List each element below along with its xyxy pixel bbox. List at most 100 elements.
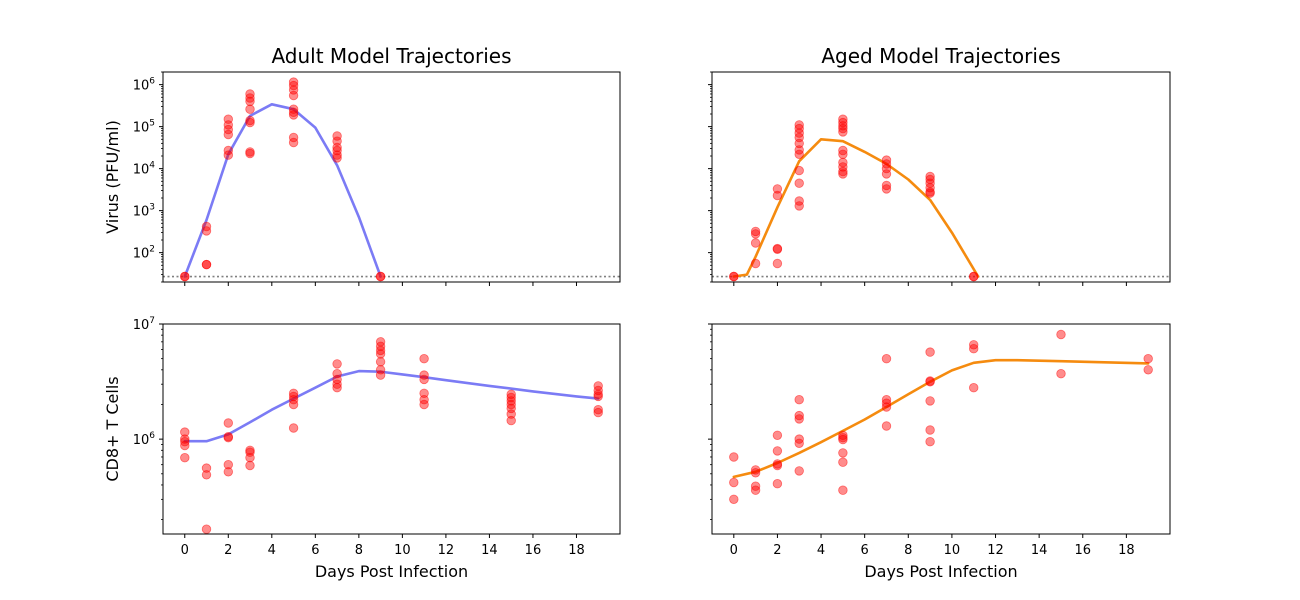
y-tick-label: 103 (133, 203, 155, 220)
data-point (245, 104, 255, 114)
data-point (750, 468, 761, 478)
x-tick-label: 8 (904, 543, 912, 558)
data-point (506, 409, 516, 419)
data-point (794, 201, 804, 211)
data-point (245, 453, 255, 463)
x-tick-label: 4 (817, 543, 825, 558)
data-point (794, 149, 804, 160)
y-tick-label: 106 (133, 431, 156, 448)
data-point (332, 383, 342, 393)
data-point (201, 259, 212, 270)
y-tick-label: 104 (133, 161, 156, 178)
x-tick-label: 10 (944, 543, 961, 558)
panel-adult-virus: 102 103 104 105 106 Adult Model Trajectories V… (103, 44, 621, 286)
data-point (201, 524, 212, 534)
x-tick-label: 2 (224, 543, 232, 558)
data-point (881, 421, 892, 431)
data-point (288, 391, 299, 402)
data-point (419, 395, 429, 405)
model-fit-line (183, 369, 600, 443)
plot-frame (711, 71, 1171, 283)
data-point (288, 90, 299, 101)
data-point (838, 114, 848, 124)
x-tick-label: 0 (730, 543, 738, 558)
data-point (201, 470, 212, 480)
data-point (332, 142, 342, 153)
data-point (794, 438, 804, 449)
data-point (506, 389, 516, 400)
data-point (772, 184, 783, 194)
data-point (419, 354, 429, 364)
data-point (881, 398, 892, 408)
data-point (838, 145, 848, 156)
data-point (925, 347, 935, 357)
data-point (180, 427, 190, 437)
data-point (772, 258, 783, 269)
panel-adult-cd8: 0 2 4 6 8 10 12 14 16 18 106 107 Days Post Infection… (103, 316, 621, 581)
data-point (506, 396, 516, 406)
data-point (245, 96, 255, 107)
data-point (750, 485, 761, 495)
data-point (794, 196, 804, 206)
data-point (375, 357, 386, 367)
data-point (419, 399, 429, 410)
x-tick-label: 18 (1118, 543, 1135, 558)
data-point (245, 460, 255, 471)
data-point (925, 437, 935, 447)
data-point (180, 440, 190, 451)
data-point (794, 178, 804, 188)
x-tick-label: 18 (568, 543, 585, 558)
data-point (375, 370, 386, 380)
data-point (772, 446, 783, 456)
data-point (750, 229, 761, 239)
data-point (772, 190, 783, 201)
data-point (1143, 365, 1153, 375)
data-point (332, 379, 342, 389)
data-point (772, 244, 783, 255)
x-tick-label: 16 (525, 543, 542, 558)
data-point (180, 434, 190, 444)
data-point (288, 137, 299, 148)
data-point (223, 150, 234, 160)
x-tick-label: 2 (773, 543, 781, 558)
data-point (838, 127, 848, 137)
x-tick-label: 10 (394, 543, 411, 558)
data-point (838, 149, 848, 160)
data-point (750, 465, 761, 475)
data-point (375, 365, 386, 375)
model-fit-line (732, 358, 1150, 479)
x-tick-label: 14 (481, 543, 498, 558)
data-point (593, 391, 603, 402)
data-point (772, 460, 783, 471)
data-point (881, 159, 892, 169)
data-point (838, 162, 848, 172)
data-point (750, 238, 761, 248)
plot-frame (162, 71, 621, 283)
data-point (180, 453, 190, 463)
data-point (332, 359, 342, 369)
data-point (1143, 354, 1153, 364)
data-point (1056, 369, 1066, 379)
data-point (772, 430, 783, 441)
data-point (794, 414, 804, 424)
data-point (969, 344, 979, 354)
data-point (729, 452, 739, 462)
data-point (925, 188, 935, 198)
x-tick-label: 12 (987, 543, 1004, 558)
data-point (838, 485, 848, 495)
plot-frame (162, 323, 621, 535)
data-point (419, 374, 429, 385)
data-point (881, 180, 892, 191)
plot-frame (711, 323, 1171, 535)
data-point (375, 345, 386, 356)
model-fit-line (732, 138, 980, 278)
data-point (794, 395, 804, 405)
data-point (881, 169, 892, 179)
data-point (245, 447, 255, 457)
data-point (288, 85, 299, 95)
data-point (925, 396, 935, 406)
data-point (838, 166, 848, 177)
data-point (332, 153, 342, 163)
data-point (288, 132, 299, 143)
data-point (223, 129, 234, 140)
